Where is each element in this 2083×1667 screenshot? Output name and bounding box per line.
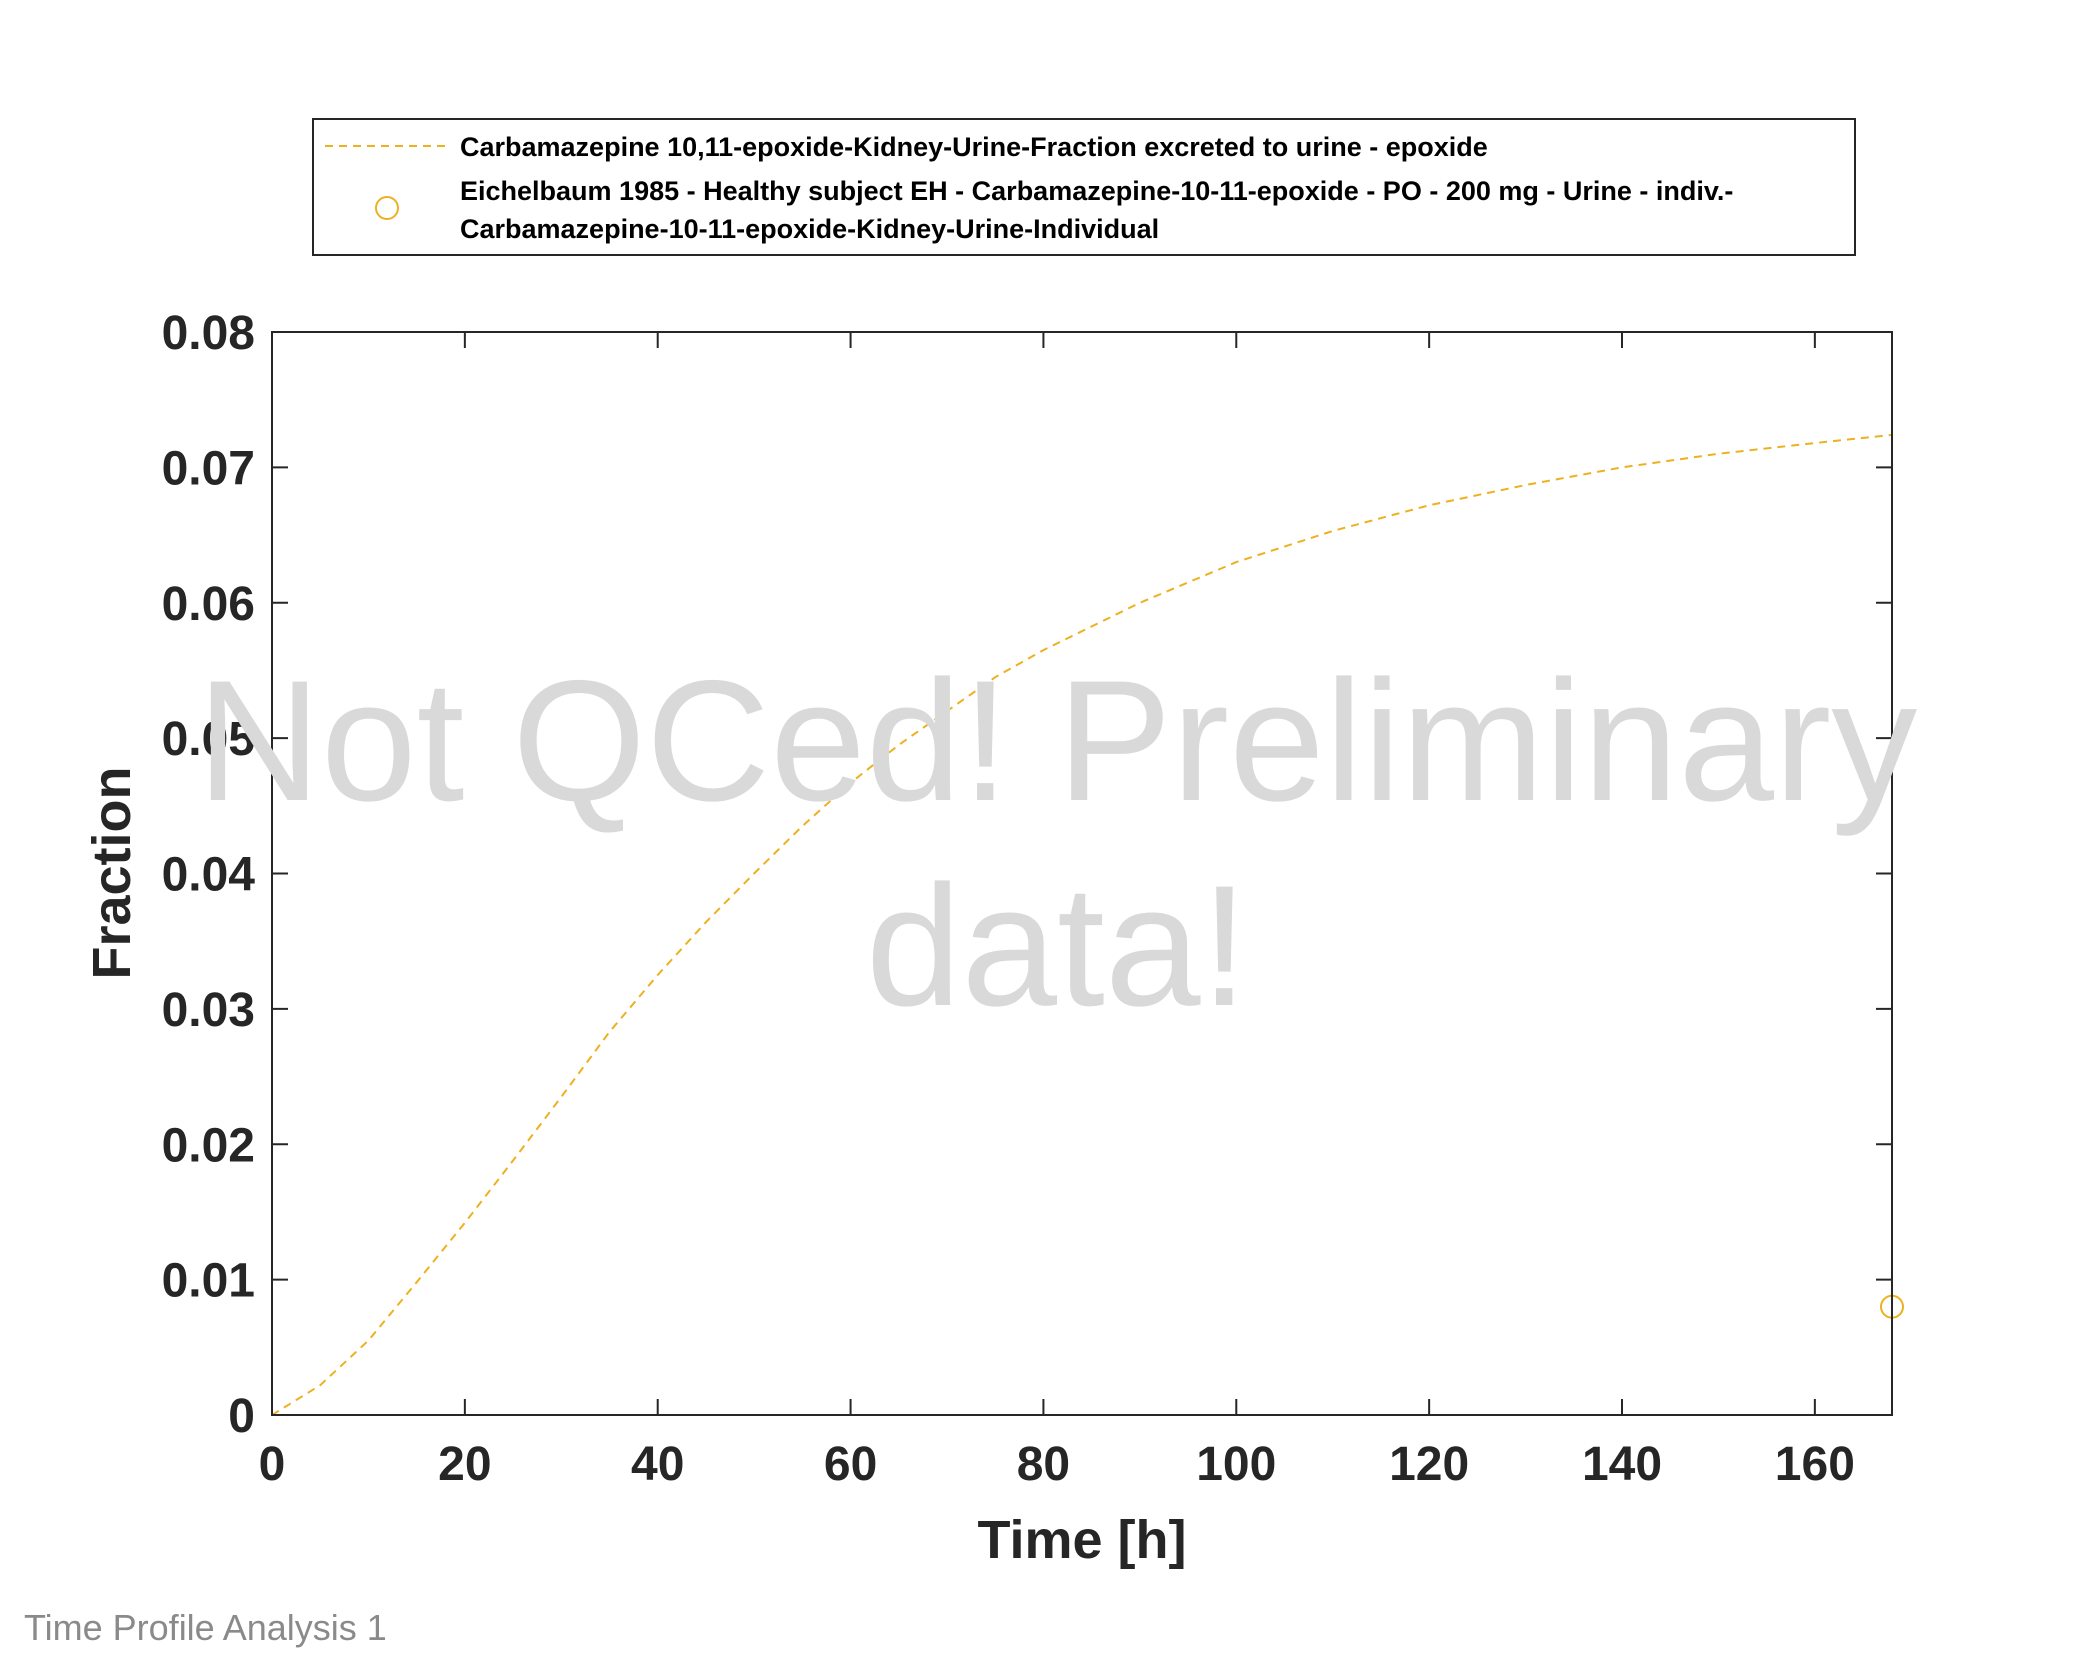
legend-entry-observed-line2: Carbamazepine-10-11-epoxide-Kidney-Urine… — [460, 214, 1159, 244]
y-tick-label: 0.02 — [162, 1119, 255, 1172]
axis-ticks: 0 20 40 60 80 100 120 140 160 0 0.01 0.02 0.03 0.04 0.… — [162, 307, 1892, 1491]
legend-box — [312, 118, 1856, 256]
plot-frame — [271, 331, 1893, 1416]
y-tick-label: 0 — [228, 1390, 255, 1443]
x-tick-label: 120 — [1389, 1438, 1469, 1491]
x-tick-label: 20 — [438, 1438, 491, 1491]
x-tick-label: 160 — [1775, 1438, 1855, 1491]
legend-marker-observed — [375, 196, 399, 220]
y-tick-label: 0.07 — [162, 442, 255, 495]
x-tick-label: 60 — [824, 1438, 877, 1491]
footer-label: Time Profile Analysis 1 — [24, 1607, 387, 1648]
y-tick-label: 0.03 — [162, 984, 255, 1037]
x-tick-label: 40 — [631, 1438, 684, 1491]
legend-entry-observed-line1: Eichelbaum 1985 - Healthy subject EH - C… — [460, 176, 1733, 206]
legend: Carbamazepine 10,11-epoxide-Kidney-Urine… — [312, 118, 1856, 256]
y-tick-label: 0.06 — [162, 578, 255, 631]
x-tick-label: 100 — [1196, 1438, 1276, 1491]
series-line-simulation — [271, 433, 1893, 1416]
x-axis-title: Time [h] — [977, 1510, 1186, 1570]
x-tick-label: 0 — [259, 1438, 286, 1491]
y-tick-label: 0.01 — [162, 1255, 255, 1308]
y-axis-title: Fraction — [82, 766, 142, 979]
watermark-line1: Not QCed! Preliminary — [197, 645, 1918, 837]
x-tick-label: 140 — [1582, 1438, 1662, 1491]
watermark-line2: data! — [866, 850, 1249, 1042]
y-tick-label: 0.04 — [162, 849, 256, 902]
legend-entry-simulation: Carbamazepine 10,11-epoxide-Kidney-Urine… — [460, 132, 1488, 162]
y-tick-label: 0.08 — [162, 307, 255, 360]
plot-area — [272, 332, 1892, 1415]
x-tick-label: 80 — [1017, 1438, 1070, 1491]
y-tick-label: 0.05 — [162, 713, 255, 766]
